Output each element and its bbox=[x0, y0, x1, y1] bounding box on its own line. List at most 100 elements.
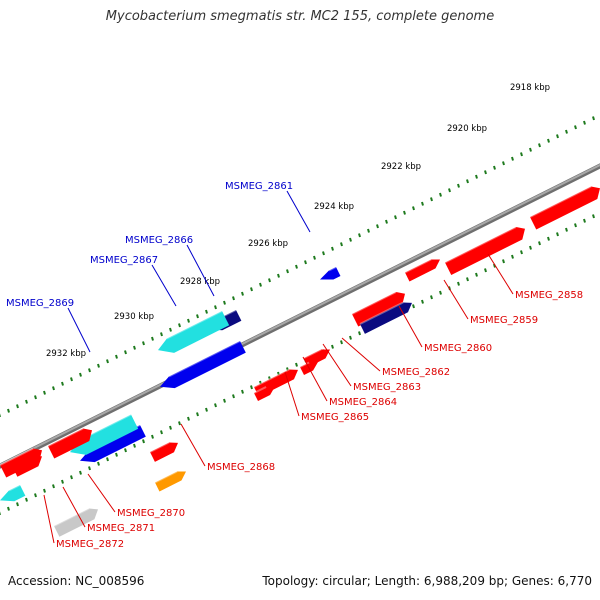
scale-label: 2926 kbp bbox=[248, 239, 288, 249]
gene-leader-line bbox=[151, 264, 177, 307]
tick-mark-lower bbox=[565, 227, 568, 232]
gene-arrow-msmeg-2870-shine bbox=[47, 427, 84, 447]
gene-arrow-msmeg-2860-shine bbox=[359, 301, 404, 325]
gene-arrow-msmeg-2861-shine bbox=[328, 266, 337, 272]
tick-mark-lower bbox=[538, 241, 541, 246]
tick-mark-upper bbox=[376, 224, 379, 229]
tick-mark-upper bbox=[520, 152, 523, 157]
tick-mark-upper bbox=[466, 179, 469, 184]
tick-mark-upper bbox=[178, 323, 181, 328]
gene-arrow-2866b-body bbox=[160, 341, 246, 389]
gene-leader-line bbox=[62, 486, 86, 528]
gene-label: MSMEG_2871 bbox=[87, 523, 155, 534]
label-layer: 2918 kbp 2920 kbp 2922 kbp 2924 kbp 2926 kbp… bbox=[6, 83, 583, 550]
gene-arrow-msmeg-2872-body bbox=[0, 448, 42, 478]
tick-mark-upper bbox=[493, 165, 496, 170]
tick-mark-lower bbox=[475, 272, 478, 277]
gene-arrow-msmeg-2872-shine bbox=[0, 447, 34, 466]
gene-arrow-msmeg-2868 bbox=[154, 470, 186, 492]
gene-leader-line bbox=[186, 244, 215, 297]
gene-arrow-msmeg-2870 bbox=[47, 427, 92, 459]
tick-mark-lower bbox=[412, 304, 415, 309]
tick-mark-lower bbox=[484, 268, 487, 273]
gene-arrow-2859b-shine bbox=[404, 258, 432, 274]
tick-mark-upper bbox=[232, 296, 235, 301]
gene-arrow-msmeg-2869-body bbox=[70, 414, 139, 455]
tick-mark-lower bbox=[79, 470, 82, 475]
gene-leader-line bbox=[487, 253, 514, 295]
gene-arrow-msmeg-2863-shine bbox=[253, 368, 290, 388]
tick-mark-lower bbox=[592, 214, 595, 219]
tick-mark-upper bbox=[286, 269, 289, 274]
tick-mark-upper bbox=[250, 287, 253, 292]
tick-mark-upper bbox=[160, 332, 163, 337]
tick-mark-lower bbox=[520, 250, 523, 255]
tick-mark-lower bbox=[178, 421, 181, 426]
gene-leader-line bbox=[67, 307, 91, 353]
gene-arrow-msmeg-2871 bbox=[53, 507, 98, 537]
gene-label: MSMEG_2864 bbox=[329, 397, 397, 408]
tick-mark-upper bbox=[457, 183, 460, 188]
gene-label: MSMEG_2866 bbox=[125, 235, 193, 246]
scale-label: 2920 kbp bbox=[447, 124, 487, 134]
tick-mark-upper bbox=[403, 210, 406, 215]
tick-mark-upper bbox=[43, 390, 46, 395]
tick-mark-lower bbox=[295, 362, 298, 367]
tick-mark-lower bbox=[529, 245, 532, 250]
tick-mark-upper bbox=[574, 125, 577, 130]
gene-arrow-msmeg-2871-body bbox=[54, 508, 98, 537]
gene-arrow-msmeg-2858-shine bbox=[529, 185, 592, 218]
tick-mark-lower bbox=[556, 232, 559, 237]
tick-mark-lower bbox=[16, 502, 19, 507]
tick-mark-upper bbox=[313, 255, 316, 260]
tick-mark-upper bbox=[97, 363, 100, 368]
tick-mark-upper bbox=[214, 305, 217, 310]
gene-label: MSMEG_2865 bbox=[301, 412, 369, 423]
gene-arrow-msmeg-2871-shine bbox=[53, 507, 90, 527]
tick-mark-lower bbox=[205, 407, 208, 412]
gene-label: MSMEG_2858 bbox=[515, 290, 583, 301]
tick-mark-upper bbox=[151, 336, 154, 341]
tick-mark-lower bbox=[250, 385, 253, 390]
accession-text: Accession: NC_008596 bbox=[8, 574, 145, 588]
tick-mark-upper bbox=[7, 408, 10, 413]
gene-arrow-msmeg-2872 bbox=[0, 447, 42, 478]
gene-leader-line bbox=[43, 494, 55, 544]
tick-mark-upper bbox=[538, 143, 541, 148]
tick-mark-upper bbox=[106, 359, 109, 364]
tick-mark-upper bbox=[304, 260, 307, 265]
tick-mark-upper bbox=[259, 282, 262, 287]
gene-label: MSMEG_2861 bbox=[225, 181, 293, 192]
tick-mark-upper bbox=[475, 174, 478, 179]
tick-mark-lower bbox=[160, 430, 163, 435]
tick-mark-upper bbox=[295, 264, 298, 269]
gene-leader-line bbox=[302, 356, 328, 402]
tick-mark-upper bbox=[394, 215, 397, 220]
tick-mark-upper bbox=[484, 170, 487, 175]
gene-arrow-msmeg-2860-body bbox=[360, 302, 412, 334]
gene-arrow-msmeg-2864-shine bbox=[299, 361, 310, 368]
tick-mark-lower bbox=[133, 443, 136, 448]
gene-arrow-msmeg-2860 bbox=[359, 301, 412, 334]
gene-arrow-2873-shine bbox=[8, 484, 21, 492]
tick-mark-lower bbox=[583, 218, 586, 223]
tick-mark-upper bbox=[16, 404, 19, 409]
tick-mark-upper bbox=[34, 395, 37, 400]
gene-arrow-2873 bbox=[0, 484, 26, 502]
gene-arrow-2860b-shine bbox=[351, 291, 397, 315]
tick-mark-upper bbox=[592, 116, 595, 121]
tick-mark-lower bbox=[52, 484, 55, 489]
gene-arrow-msmeg-2861-body bbox=[320, 267, 341, 280]
tick-mark-lower bbox=[124, 448, 127, 453]
tick-mark-upper bbox=[196, 314, 199, 319]
tick-mark-upper bbox=[142, 341, 145, 346]
gene-leader-line bbox=[398, 305, 423, 348]
gene-label: MSMEG_2859 bbox=[470, 315, 538, 326]
tick-mark-lower bbox=[547, 236, 550, 241]
gene-arrow-2868b-shine bbox=[149, 441, 170, 453]
tick-mark-upper bbox=[223, 300, 226, 305]
gene-label: MSMEG_2869 bbox=[6, 298, 74, 309]
tick-mark-lower bbox=[430, 295, 433, 300]
tick-mark-lower bbox=[142, 439, 145, 444]
gene-arrow-msmeg-2865 bbox=[253, 386, 275, 402]
